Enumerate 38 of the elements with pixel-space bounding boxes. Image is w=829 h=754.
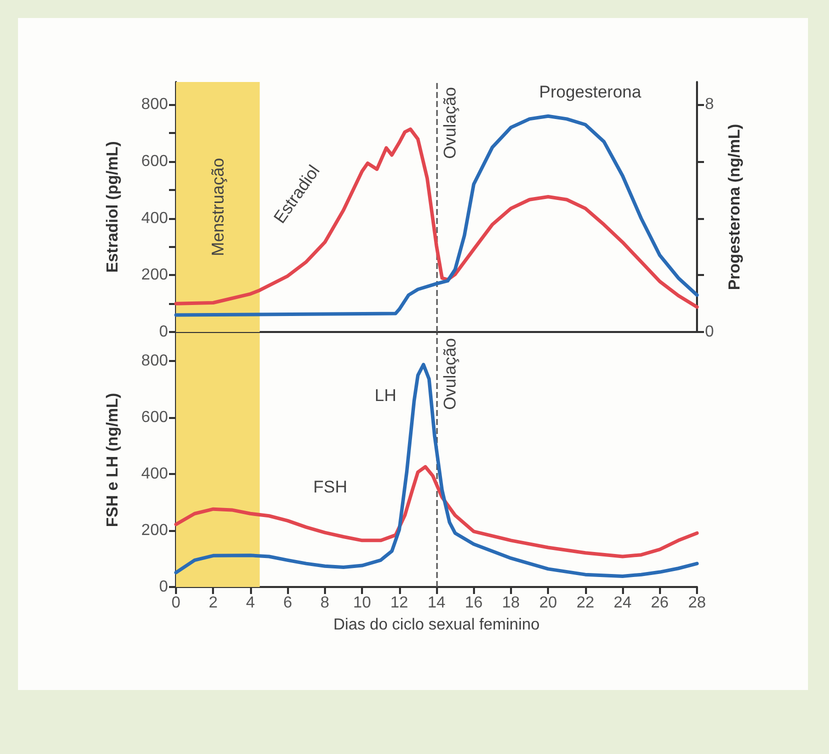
x-tick-label: 0 [172, 594, 181, 612]
x-tick-label: 22 [576, 594, 594, 612]
band-label: Menstruação [208, 158, 228, 256]
x-tick-label: 8 [320, 594, 330, 612]
y-tick-label: 600 [141, 153, 168, 170]
y2-tick-label: 0 [705, 324, 714, 340]
y2-tick-label: 8 [705, 96, 714, 114]
y-tick-label: 200 [141, 522, 168, 540]
x-tick-label: 6 [283, 594, 292, 612]
x-tick-label: 24 [614, 594, 632, 612]
y-tick-label: 400 [141, 466, 168, 483]
ref-line-label: Ovulação [440, 338, 460, 410]
y-tick-label: 200 [141, 266, 168, 284]
series-label: FSH [313, 478, 348, 497]
x-tick-label: 16 [464, 594, 483, 612]
x-tick-label: 4 [246, 594, 255, 612]
x-tick-label: 14 [428, 594, 446, 612]
series-label: Progesterona [539, 82, 642, 102]
line-series [174, 465, 699, 558]
x-tick-label: 12 [390, 594, 408, 612]
y-tick-label: 800 [141, 352, 168, 370]
x-tick-label: 18 [502, 594, 520, 612]
x-axis-title: Dias do ciclo sexual feminino [333, 616, 540, 634]
series-label: LH [374, 386, 396, 406]
x-tick-label: 28 [688, 594, 706, 612]
y-tick-label: 0 [159, 578, 168, 596]
x-tick-label: 20 [539, 594, 558, 612]
y-tick-label: 800 [141, 96, 168, 114]
x-tick-label: 26 [650, 594, 669, 612]
y2-axis-title: Progesterona (ng/mL) [726, 124, 744, 290]
ref-line-label: Ovulação [440, 87, 460, 159]
y-axis-title: FSH e LH (ng/mL) [104, 392, 122, 528]
y-axis-title: Estradiol (pg/mL) [104, 141, 122, 273]
y-tick-label: 0 [159, 324, 168, 340]
x-tick-label: 10 [353, 594, 372, 612]
y-tick-label: 600 [141, 409, 168, 426]
x-tick-label: 2 [208, 594, 218, 612]
y-tick-label: 400 [141, 210, 168, 227]
